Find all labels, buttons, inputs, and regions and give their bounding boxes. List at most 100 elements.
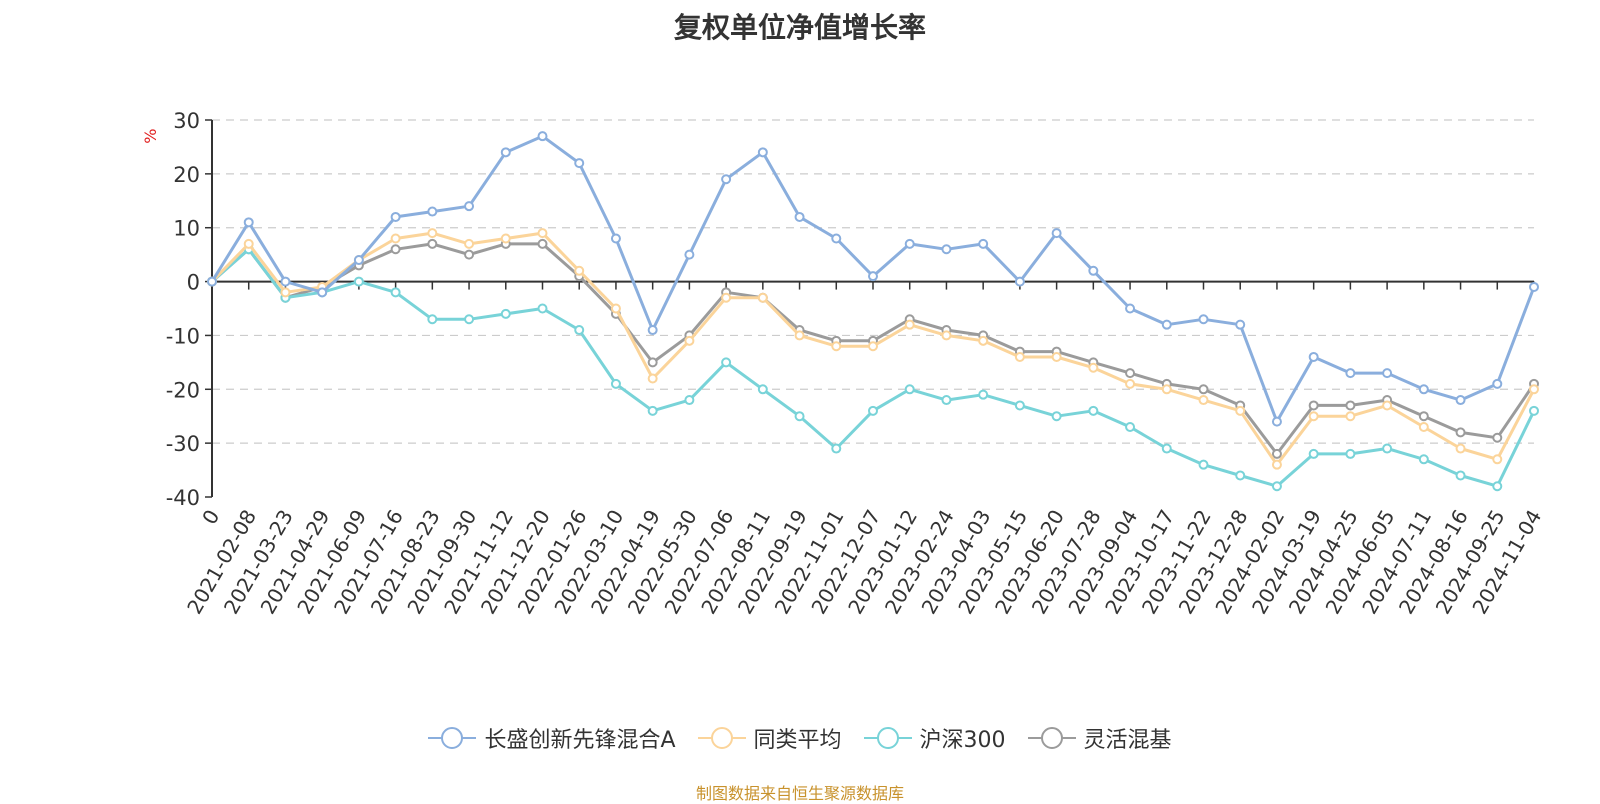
data-point [610, 233, 621, 244]
legend-item[interactable]: 长盛创新先锋混合A [428, 722, 676, 754]
data-point [464, 249, 475, 260]
data-point [647, 373, 658, 384]
data-point [1418, 411, 1429, 422]
legend-label: 沪深300 [919, 728, 1006, 753]
data-point [1051, 411, 1062, 422]
data-point [978, 389, 989, 400]
data-point [1529, 281, 1539, 292]
data-point [1492, 454, 1503, 465]
data-point [1198, 384, 1209, 395]
data-point [1382, 400, 1393, 411]
data-point [537, 131, 548, 142]
data-point [1125, 303, 1136, 314]
data-point [280, 276, 291, 287]
data-point [1492, 481, 1503, 492]
data-point [1308, 448, 1319, 459]
data-point [941, 330, 952, 341]
data-point [1345, 400, 1356, 411]
data-point [1455, 470, 1466, 481]
data-point [868, 341, 878, 352]
legend-marker-icon [1027, 726, 1076, 750]
data-point [1529, 384, 1539, 395]
data-point [207, 276, 217, 287]
y-tick-label: -30 [166, 432, 200, 456]
data-point [1529, 405, 1539, 416]
data-point [647, 405, 658, 416]
data-point [1308, 411, 1319, 422]
y-tick-label: 20 [173, 163, 200, 187]
data-point [537, 303, 548, 314]
data-point [647, 357, 658, 368]
legend-item[interactable]: 沪深300 [863, 722, 1006, 754]
data-point [1161, 443, 1172, 454]
y-tick-label: -20 [166, 378, 200, 402]
legend-item[interactable]: 灵活混基 [1027, 722, 1172, 754]
data-point [500, 147, 511, 158]
data-point [1161, 319, 1172, 330]
data-point [1125, 378, 1136, 389]
data-point [1382, 443, 1393, 454]
data-point [721, 292, 732, 303]
data-point [500, 308, 511, 319]
data-point [243, 238, 254, 249]
data-point [317, 287, 328, 298]
data-point [1014, 276, 1025, 287]
data-point [1088, 405, 1099, 416]
data-point [1345, 411, 1356, 422]
data-point [831, 233, 842, 244]
data-point [721, 174, 732, 185]
data-point [537, 228, 548, 239]
data-point [427, 238, 438, 249]
data-point [1455, 395, 1466, 406]
data-point [610, 378, 621, 389]
data-point [1198, 395, 1209, 406]
data-point [353, 255, 364, 266]
data-point [1308, 400, 1319, 411]
data-point [757, 147, 768, 158]
data-point [978, 335, 989, 346]
data-point [1271, 448, 1282, 459]
data-point [1308, 351, 1319, 362]
data-point [794, 330, 805, 341]
data-point [1271, 416, 1282, 427]
y-tick-label: 30 [173, 109, 200, 133]
data-point [684, 335, 695, 346]
data-point [721, 357, 732, 368]
data-point [794, 211, 805, 222]
data-point [831, 443, 842, 454]
data-point [904, 238, 915, 249]
data-point [831, 341, 842, 352]
source-note: 制图数据来自恒生聚源数据库 [695, 784, 904, 803]
data-point [1051, 351, 1062, 362]
data-point [390, 287, 401, 298]
legend-label: 灵活混基 [1083, 728, 1172, 753]
legend-marker-icon [428, 726, 477, 750]
data-point [904, 319, 915, 330]
data-point [978, 238, 989, 249]
data-point [1492, 432, 1503, 443]
y-tick-label: 10 [173, 217, 200, 241]
legend-item[interactable]: 同类平均 [697, 722, 842, 754]
legend-label: 长盛创新先锋混合A [484, 728, 676, 753]
data-point [390, 244, 401, 255]
y-tick-label: -40 [166, 486, 200, 510]
data-point [868, 405, 878, 416]
data-point [1161, 384, 1172, 395]
data-point [464, 201, 475, 212]
data-point [610, 303, 621, 314]
legend: 长盛创新先锋混合A 同类平均 沪深300 灵活混基 [0, 722, 1600, 754]
data-point [243, 217, 254, 228]
data-point [684, 395, 695, 406]
data-point [757, 384, 768, 395]
data-point [1235, 319, 1246, 330]
data-point [427, 206, 438, 217]
data-point [427, 228, 438, 239]
legend-label: 同类平均 [753, 728, 842, 753]
data-point [1235, 470, 1246, 481]
data-point [757, 292, 768, 303]
y-tick-label: -10 [166, 324, 200, 348]
data-point [464, 238, 475, 249]
data-point [390, 211, 401, 222]
data-point [941, 244, 952, 255]
